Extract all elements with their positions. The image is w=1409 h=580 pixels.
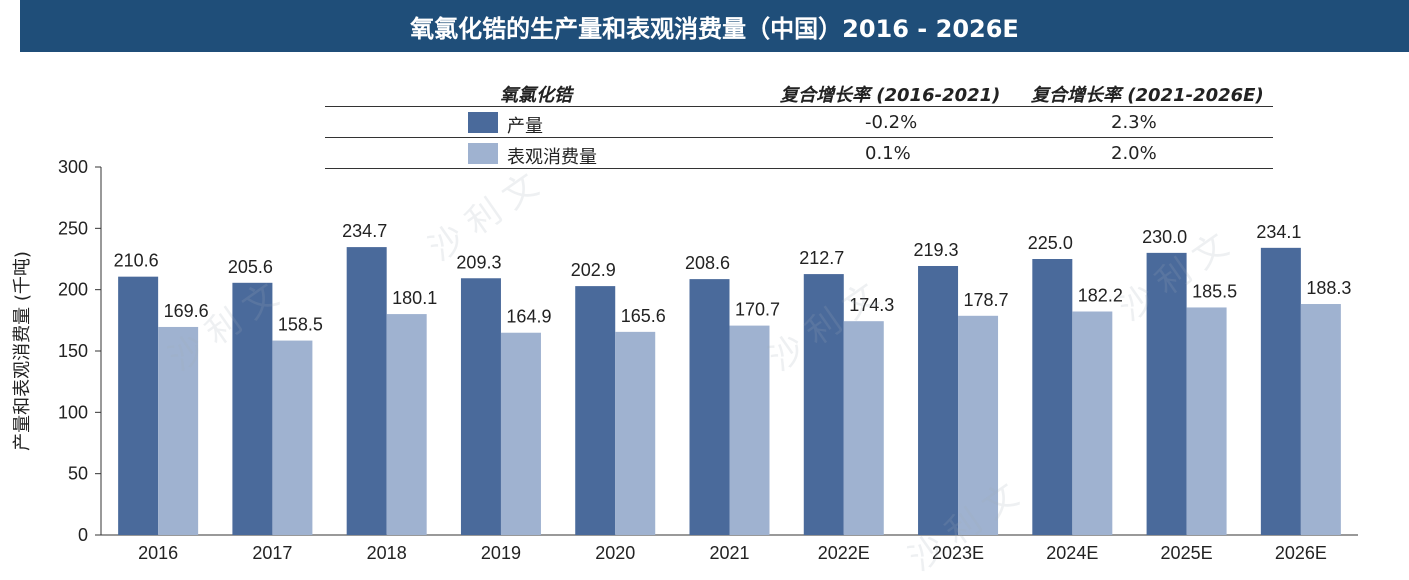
- bar-consumption: [158, 326, 199, 535]
- data-label: 164.9: [506, 307, 551, 327]
- data-label: 185.5: [1192, 281, 1237, 301]
- bar-production: [1146, 252, 1187, 535]
- bar-consumption: [615, 331, 656, 535]
- bar-consumption: [958, 315, 999, 535]
- x-tick-label: 2018: [367, 543, 407, 563]
- data-label: 209.3: [456, 252, 501, 272]
- data-label: 219.3: [914, 240, 959, 260]
- x-tick-label: 2026E: [1275, 543, 1327, 563]
- x-tick-label: 2025E: [1161, 543, 1213, 563]
- bar-production: [232, 282, 273, 535]
- x-tick-label: 2019: [481, 543, 521, 563]
- bar-consumption: [386, 314, 427, 535]
- cagr-consumption-2016-2021: 0.1%: [865, 143, 911, 164]
- y-tick-label: 250: [58, 218, 88, 238]
- data-label: 234.1: [1256, 222, 1301, 242]
- bar-production: [460, 278, 501, 535]
- data-label: 225.0: [1028, 233, 1073, 253]
- bar-production: [1260, 247, 1301, 535]
- x-tick-label: 2021: [709, 543, 749, 563]
- bar-production: [346, 247, 387, 536]
- cagr-row-production: 产量 -0.2% 2.3%: [325, 107, 1273, 138]
- bar-production: [575, 286, 616, 535]
- data-label: 210.6: [114, 251, 159, 271]
- bar-production: [118, 276, 159, 535]
- bar-consumption: [1072, 311, 1113, 535]
- legend-label-production: 产量: [507, 116, 543, 137]
- data-label: 165.6: [621, 306, 666, 326]
- cagr-production-2016-2021: -0.2%: [865, 112, 918, 133]
- data-label: 234.7: [342, 221, 387, 241]
- y-tick-label: 300: [58, 157, 88, 177]
- bar-consumption: [843, 321, 884, 535]
- bar-production: [689, 279, 730, 535]
- y-tick-label: 200: [58, 280, 88, 300]
- bar-production: [803, 274, 844, 535]
- data-label: 182.2: [1078, 286, 1123, 306]
- data-label: 188.3: [1306, 278, 1351, 298]
- y-tick-label: 0: [78, 525, 88, 545]
- legend-swatch-production: [468, 112, 498, 133]
- bar-production: [918, 265, 959, 535]
- legend-swatch-consumption: [468, 143, 498, 164]
- title-bar: 氧氯化锆的生产量和表观消费量（中国）2016 - 2026E: [20, 0, 1409, 52]
- cagr-header-product: 氧氯化锆: [500, 85, 572, 106]
- data-label: 212.7: [799, 248, 844, 268]
- data-label: 208.6: [685, 253, 730, 273]
- x-tick-label: 2016: [138, 543, 178, 563]
- x-tick-label: 2020: [595, 543, 635, 563]
- x-tick-label: 2024E: [1046, 543, 1098, 563]
- data-label: 230.0: [1142, 227, 1187, 247]
- cagr-table: 氧氯化锆 复合增长率 (2016-2021) 复合增长率 (2021-2026E…: [325, 76, 1273, 169]
- data-label: 169.6: [164, 301, 209, 321]
- data-label: 178.7: [964, 290, 1009, 310]
- bar-production: [1032, 259, 1073, 535]
- data-label: 170.7: [735, 300, 780, 320]
- chart-title: 氧氯化锆的生产量和表观消费量（中国）2016 - 2026E: [410, 14, 1019, 43]
- bar-consumption: [729, 325, 770, 535]
- bar-consumption: [500, 332, 541, 535]
- cagr-row-consumption: 表观消费量 0.1% 2.0%: [325, 138, 1273, 169]
- y-tick-label: 100: [58, 402, 88, 422]
- y-axis-label: 产量和表观消费量 (千吨): [12, 251, 33, 451]
- x-tick-label: 2023E: [932, 543, 984, 563]
- data-label: 205.6: [228, 257, 273, 277]
- x-tick-label: 2017: [252, 543, 292, 563]
- x-tick-label: 2022E: [818, 543, 870, 563]
- cagr-header-row: 氧氯化锆 复合增长率 (2016-2021) 复合增长率 (2021-2026E…: [325, 76, 1273, 107]
- data-label: 180.1: [392, 288, 437, 308]
- data-label: 174.3: [849, 295, 894, 315]
- y-tick-label: 150: [58, 341, 88, 361]
- cagr-consumption-2021-2026: 2.0%: [1111, 143, 1157, 164]
- legend-label-consumption: 表观消费量: [507, 147, 597, 168]
- cagr-header-2021-2026: 复合增长率 (2021-2026E): [1031, 85, 1264, 106]
- bar-consumption: [1186, 307, 1227, 535]
- cagr-header-2016-2021: 复合增长率 (2016-2021): [780, 85, 1001, 106]
- bar-consumption: [272, 340, 313, 535]
- y-tick-label: 50: [68, 464, 88, 484]
- data-label: 202.9: [571, 260, 616, 280]
- cagr-production-2021-2026: 2.3%: [1111, 112, 1157, 133]
- bar-consumption: [1300, 304, 1341, 535]
- data-label: 158.5: [278, 315, 323, 335]
